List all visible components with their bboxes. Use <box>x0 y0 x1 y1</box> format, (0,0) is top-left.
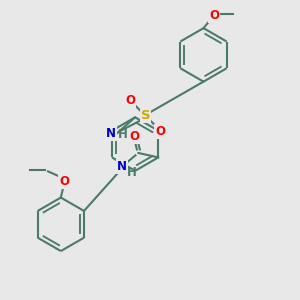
Text: N: N <box>117 160 127 173</box>
Text: O: O <box>129 130 139 143</box>
Text: O: O <box>59 175 69 188</box>
Text: S: S <box>141 109 150 122</box>
Text: O: O <box>209 9 219 22</box>
Text: H: H <box>127 166 137 179</box>
Text: H: H <box>118 128 128 141</box>
Text: O: O <box>155 125 165 138</box>
Text: O: O <box>125 94 135 107</box>
Text: N: N <box>106 127 116 140</box>
